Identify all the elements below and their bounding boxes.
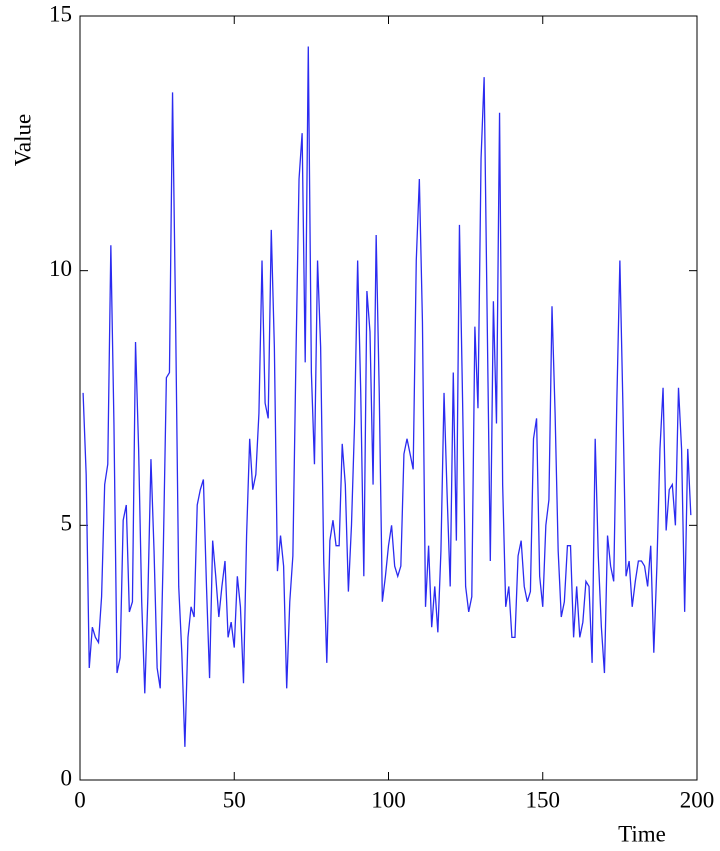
x-axis-label: Time — [618, 821, 666, 846]
data-line — [82, 46, 692, 747]
x-tick-label: 200 — [680, 787, 715, 812]
y-tick-label: 0 — [61, 765, 73, 790]
y-tick-label: 10 — [49, 256, 72, 281]
y-axis-label: Value — [10, 114, 35, 166]
y-tick-label: 5 — [61, 511, 73, 536]
y-tick-label: 15 — [49, 1, 72, 26]
x-tick-label: 100 — [371, 787, 406, 812]
x-tick-label: 0 — [74, 787, 86, 812]
x-tick-label: 50 — [223, 787, 246, 812]
x-tick-label: 150 — [526, 787, 561, 812]
